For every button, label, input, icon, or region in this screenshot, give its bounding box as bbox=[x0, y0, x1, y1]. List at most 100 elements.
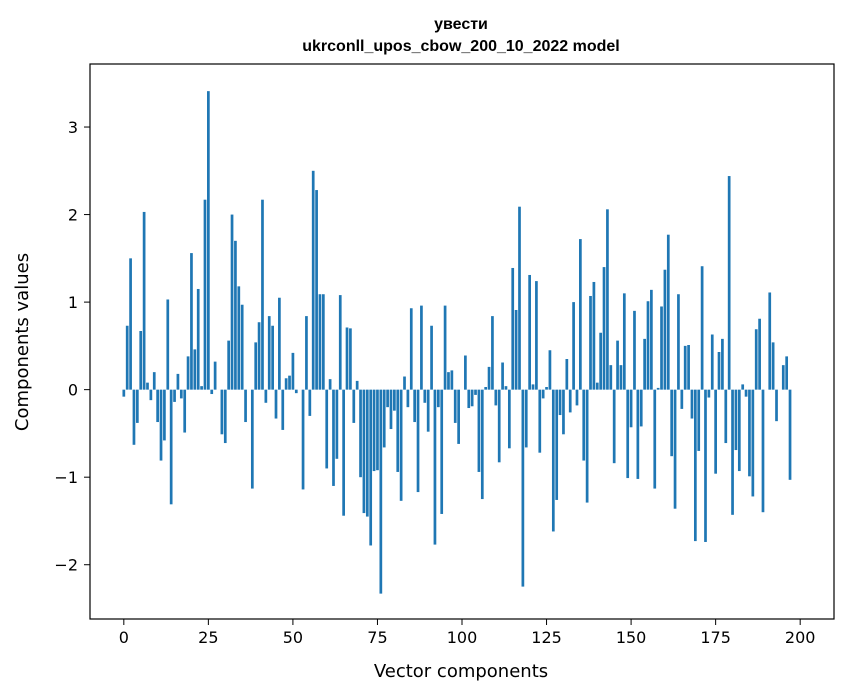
bar-84 bbox=[406, 389, 410, 408]
bar-61 bbox=[328, 379, 332, 390]
bar-98 bbox=[453, 389, 457, 423]
bar-120 bbox=[528, 274, 531, 390]
bar-154 bbox=[643, 338, 646, 390]
bar-135 bbox=[579, 239, 582, 390]
x-tick-label: 100 bbox=[447, 628, 478, 647]
bar-179 bbox=[727, 176, 731, 390]
bar-74 bbox=[372, 389, 376, 472]
x-axis-ticks: 0 25 50 75 100 125 150 175 200 bbox=[119, 619, 816, 647]
bar-178 bbox=[724, 389, 728, 444]
bar-166 bbox=[683, 345, 687, 390]
bar-46 bbox=[278, 297, 281, 390]
bar-152 bbox=[636, 389, 640, 479]
bar-13 bbox=[166, 299, 170, 390]
bar-115 bbox=[511, 267, 515, 390]
plot-frame bbox=[89, 63, 835, 620]
bar-49 bbox=[288, 375, 291, 390]
bar-60 bbox=[325, 389, 329, 469]
y-tick-label: −1 bbox=[54, 468, 78, 487]
bar-6 bbox=[142, 211, 146, 390]
bar-25 bbox=[207, 91, 210, 390]
bar-72 bbox=[365, 389, 369, 517]
bar-27 bbox=[213, 361, 217, 390]
bar-69 bbox=[355, 380, 359, 390]
bar-173 bbox=[707, 389, 711, 398]
bar-130 bbox=[562, 389, 565, 435]
x-tick-label: 0 bbox=[119, 628, 129, 647]
bar-87 bbox=[416, 389, 420, 493]
bar-110 bbox=[494, 389, 498, 406]
bar-191 bbox=[768, 292, 772, 390]
bar-103 bbox=[470, 389, 474, 407]
bar-62 bbox=[332, 389, 335, 486]
bar-187 bbox=[754, 329, 758, 390]
bar-175 bbox=[714, 389, 717, 474]
bar-193 bbox=[775, 389, 778, 422]
bar-32 bbox=[230, 214, 234, 390]
bar-184 bbox=[744, 389, 748, 397]
bar-136 bbox=[582, 389, 586, 461]
bar-91 bbox=[430, 325, 433, 390]
bar-29 bbox=[220, 389, 224, 435]
chart-title-line-1: увести bbox=[434, 16, 488, 33]
bar-186 bbox=[751, 389, 755, 497]
x-tick-label: 200 bbox=[785, 628, 816, 647]
bar-93 bbox=[436, 389, 440, 408]
bar-106 bbox=[480, 389, 484, 500]
bar-165 bbox=[680, 389, 684, 409]
x-tick-label: 50 bbox=[283, 628, 303, 647]
bar-43 bbox=[267, 316, 271, 390]
bar-177 bbox=[721, 338, 724, 390]
bar-81 bbox=[396, 389, 400, 472]
bar-151 bbox=[633, 310, 636, 390]
bar-117 bbox=[518, 206, 521, 390]
bar-16 bbox=[176, 373, 180, 390]
bar-183 bbox=[741, 384, 745, 390]
bar-82 bbox=[399, 389, 403, 501]
bar-123 bbox=[538, 389, 542, 453]
x-tick-label: 75 bbox=[367, 628, 387, 647]
bar-140 bbox=[595, 382, 599, 390]
bar-0 bbox=[122, 389, 126, 397]
bar-162 bbox=[670, 389, 674, 457]
bar-181 bbox=[734, 389, 738, 451]
bar-97 bbox=[450, 370, 454, 390]
bars-group bbox=[122, 91, 792, 594]
bar-137 bbox=[585, 389, 589, 503]
bar-51 bbox=[294, 389, 298, 394]
bar-101 bbox=[464, 355, 467, 390]
bar-99 bbox=[457, 389, 460, 444]
bar-170 bbox=[697, 389, 701, 451]
bar-145 bbox=[612, 389, 616, 464]
bar-4 bbox=[135, 389, 139, 423]
bar-79 bbox=[389, 389, 393, 430]
bar-54 bbox=[305, 316, 308, 390]
bar-108 bbox=[487, 366, 491, 390]
bar-141 bbox=[599, 332, 603, 390]
bar-180 bbox=[731, 389, 734, 515]
bar-59 bbox=[321, 294, 325, 390]
bar-148 bbox=[622, 293, 626, 390]
bar-172 bbox=[704, 389, 707, 542]
bar-129 bbox=[558, 389, 562, 416]
bar-11 bbox=[159, 389, 163, 461]
bar-171 bbox=[700, 266, 704, 390]
bar-57 bbox=[315, 190, 318, 390]
bar-42 bbox=[264, 389, 268, 403]
bar-144 bbox=[609, 365, 613, 390]
bar-40 bbox=[257, 322, 261, 390]
bar-90 bbox=[426, 389, 430, 432]
bar-19 bbox=[186, 356, 190, 390]
bar-80 bbox=[393, 389, 396, 411]
bar-142 bbox=[602, 267, 606, 390]
bar-197 bbox=[788, 389, 792, 480]
bar-146 bbox=[616, 340, 619, 390]
bar-189 bbox=[761, 389, 765, 513]
bar-38 bbox=[250, 389, 254, 489]
bar-83 bbox=[403, 376, 406, 390]
bar-1 bbox=[125, 325, 129, 390]
bar-86 bbox=[413, 389, 417, 423]
bar-133 bbox=[572, 302, 575, 390]
bar-24 bbox=[203, 199, 207, 390]
